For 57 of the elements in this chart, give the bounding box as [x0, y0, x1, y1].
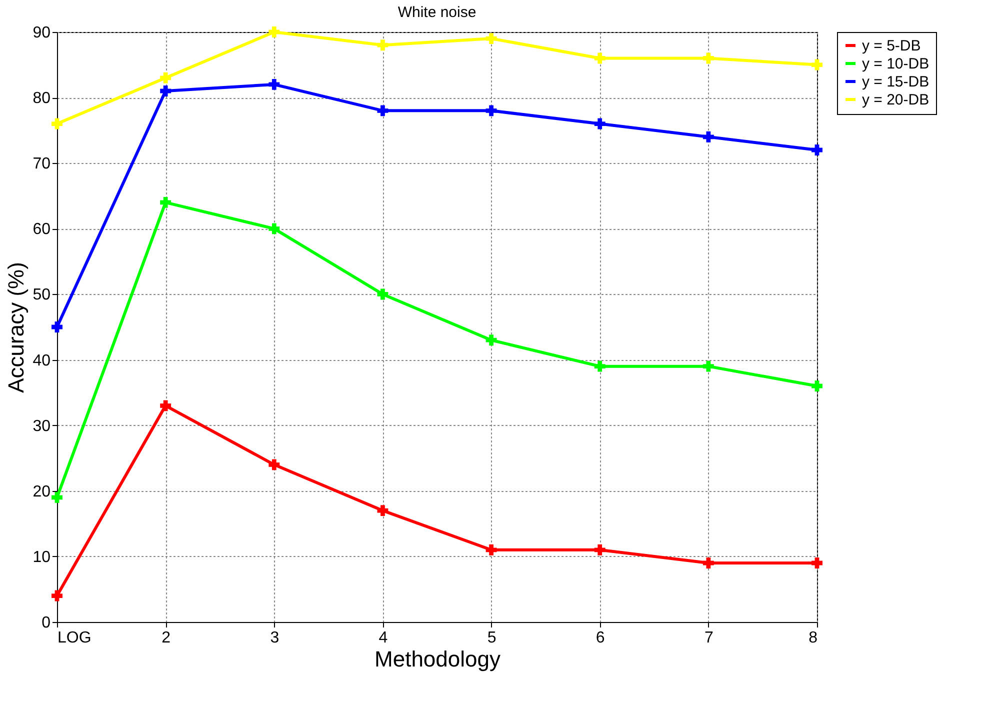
point — [594, 360, 606, 372]
x-tick-label: 5 — [487, 630, 496, 646]
x-tick-label: 2 — [162, 630, 171, 646]
x-tick-label: 7 — [704, 630, 714, 646]
x-tick-label: 6 — [596, 630, 605, 646]
x-tick-label: LOG — [58, 630, 92, 646]
point — [812, 144, 822, 156]
point — [377, 505, 388, 516]
point — [594, 52, 606, 64]
point — [160, 196, 172, 208]
point — [702, 558, 714, 568]
y-tick-label: 10 — [32, 548, 51, 566]
chart-title: White noise — [398, 4, 476, 21]
point — [377, 105, 388, 116]
x-tick-label: 8 — [808, 630, 818, 646]
point — [486, 334, 497, 346]
point — [160, 86, 172, 96]
legend-label: y = 15-DB — [862, 74, 930, 90]
legend-label: y = 10-DB — [862, 56, 930, 72]
point — [52, 590, 62, 602]
point — [486, 544, 497, 556]
point — [594, 544, 606, 556]
x-axis-title: Methodology — [374, 646, 500, 672]
point — [812, 59, 822, 70]
y-axis-title: Accuracy (%) — [4, 262, 29, 393]
x-tick-label: 3 — [270, 630, 280, 646]
y-tick-label: 30 — [32, 418, 51, 435]
y-tick-label: 80 — [32, 90, 51, 108]
point — [52, 118, 62, 130]
point — [702, 52, 714, 64]
point — [52, 322, 62, 332]
point — [702, 131, 714, 142]
y-tick-label: 40 — [32, 352, 51, 370]
legend-label: y = 20-DB — [862, 92, 930, 108]
point — [160, 72, 172, 84]
point — [268, 78, 280, 90]
point — [702, 360, 714, 372]
point — [160, 400, 172, 412]
point — [594, 118, 606, 130]
point — [377, 288, 388, 300]
y-tick-label: 70 — [32, 156, 51, 173]
point — [268, 459, 280, 470]
point — [377, 40, 388, 51]
legend-label: y = 5-DB — [862, 38, 921, 54]
x-tick-label: 4 — [378, 630, 388, 646]
point — [52, 492, 62, 503]
point — [812, 558, 822, 568]
point — [268, 223, 280, 234]
y-tick-label: 0 — [42, 614, 51, 632]
y-tick-label: 90 — [32, 24, 51, 42]
y-tick-label: 50 — [32, 286, 51, 304]
point — [486, 105, 497, 116]
point — [486, 33, 497, 44]
y-tick-label: 20 — [32, 483, 51, 500]
point — [812, 380, 822, 392]
point — [268, 26, 280, 38]
y-tick-label: 60 — [32, 221, 51, 238]
